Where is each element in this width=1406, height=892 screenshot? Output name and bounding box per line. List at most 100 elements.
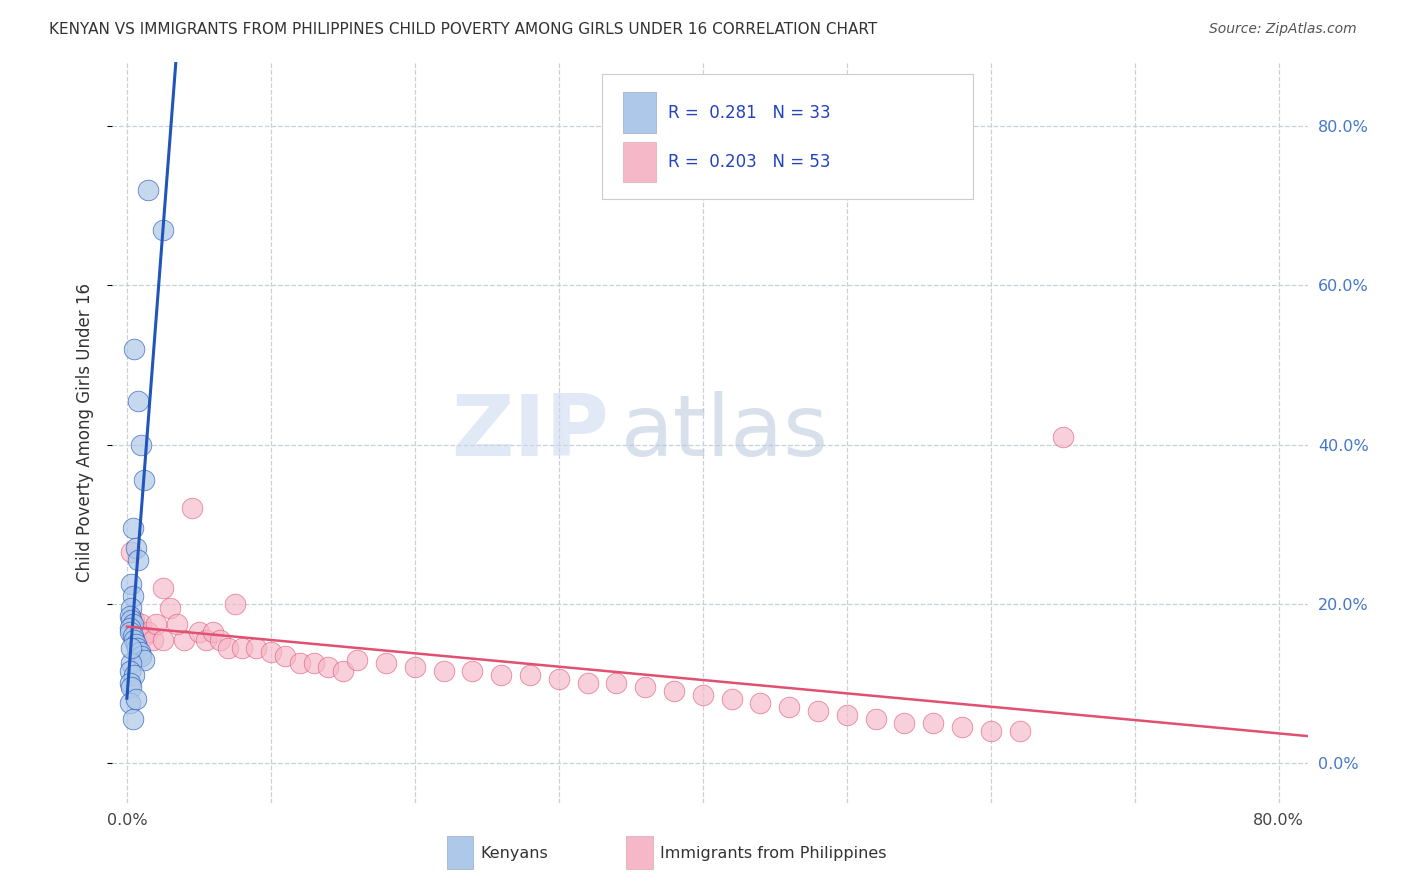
Point xyxy=(217,640,239,655)
Point xyxy=(173,632,195,647)
Text: Immigrants from Philippines: Immigrants from Philippines xyxy=(659,846,886,861)
FancyBboxPatch shape xyxy=(623,142,657,182)
Point xyxy=(302,657,325,671)
Point xyxy=(121,589,143,603)
Point xyxy=(142,632,165,647)
Point xyxy=(231,640,253,655)
Point xyxy=(121,712,143,726)
Point xyxy=(778,700,800,714)
Text: Source: ZipAtlas.com: Source: ZipAtlas.com xyxy=(1209,22,1357,37)
Point xyxy=(332,665,354,679)
Point xyxy=(245,640,267,655)
Point xyxy=(122,632,145,647)
Point xyxy=(634,681,657,695)
FancyBboxPatch shape xyxy=(627,836,652,870)
Point xyxy=(118,608,141,623)
Point xyxy=(662,684,685,698)
Point xyxy=(121,629,143,643)
Point xyxy=(576,676,599,690)
Point xyxy=(152,581,174,595)
Point xyxy=(404,660,426,674)
Point xyxy=(121,616,143,631)
Text: R =  0.203   N = 53: R = 0.203 N = 53 xyxy=(668,153,831,171)
Point xyxy=(128,644,150,658)
Point xyxy=(129,616,152,631)
Text: ZIP: ZIP xyxy=(451,391,609,475)
Point xyxy=(121,521,143,535)
Point xyxy=(122,668,145,682)
Text: atlas: atlas xyxy=(620,391,828,475)
Point xyxy=(120,657,142,671)
Point xyxy=(129,648,152,663)
Point xyxy=(120,545,142,559)
Text: Kenyans: Kenyans xyxy=(481,846,548,861)
Y-axis label: Child Poverty Among Girls Under 16: Child Poverty Among Girls Under 16 xyxy=(76,283,94,582)
Point xyxy=(749,696,772,710)
Point xyxy=(865,712,887,726)
Point xyxy=(346,652,368,666)
Point xyxy=(1008,724,1031,739)
Point xyxy=(127,393,149,408)
Point xyxy=(138,624,160,639)
Point xyxy=(209,632,232,647)
Point xyxy=(318,660,340,674)
Point xyxy=(375,657,398,671)
Point xyxy=(195,632,218,647)
Point xyxy=(120,640,142,655)
Point xyxy=(118,621,141,635)
Text: R =  0.281   N = 33: R = 0.281 N = 33 xyxy=(668,103,831,122)
Point xyxy=(720,692,742,706)
Point xyxy=(134,629,156,643)
Point xyxy=(519,668,541,682)
Point xyxy=(187,624,209,639)
Point xyxy=(145,616,167,631)
Point xyxy=(118,624,141,639)
Point xyxy=(124,637,146,651)
Point xyxy=(893,716,915,731)
Point xyxy=(491,668,513,682)
Point xyxy=(807,704,830,718)
Text: KENYAN VS IMMIGRANTS FROM PHILIPPINES CHILD POVERTY AMONG GIRLS UNDER 16 CORRELA: KENYAN VS IMMIGRANTS FROM PHILIPPINES CH… xyxy=(49,22,877,37)
Point xyxy=(124,692,146,706)
Point xyxy=(224,597,246,611)
Point xyxy=(433,665,456,679)
Point xyxy=(692,689,714,703)
Point xyxy=(922,716,945,731)
FancyBboxPatch shape xyxy=(623,92,657,133)
Point xyxy=(288,657,311,671)
Point xyxy=(118,665,141,679)
Point xyxy=(1052,429,1074,443)
Point xyxy=(152,632,174,647)
Point xyxy=(605,676,627,690)
Point xyxy=(118,696,141,710)
Point xyxy=(835,708,858,723)
Point xyxy=(547,673,569,687)
Point xyxy=(120,681,142,695)
Point xyxy=(120,577,142,591)
Point xyxy=(980,724,1002,739)
Point xyxy=(127,624,149,639)
Point xyxy=(159,600,181,615)
FancyBboxPatch shape xyxy=(447,836,474,870)
Point xyxy=(127,553,149,567)
Point xyxy=(120,613,142,627)
Point xyxy=(122,613,145,627)
Point xyxy=(274,648,297,663)
Point xyxy=(134,652,156,666)
Point xyxy=(138,183,160,197)
Point xyxy=(122,342,145,356)
Point xyxy=(124,541,146,555)
Point xyxy=(118,676,141,690)
Point xyxy=(152,222,174,236)
Point xyxy=(125,640,148,655)
FancyBboxPatch shape xyxy=(603,73,973,200)
Point xyxy=(260,644,283,658)
Point xyxy=(129,437,152,451)
Point xyxy=(120,600,142,615)
Point xyxy=(180,501,202,516)
Point xyxy=(202,624,225,639)
Point xyxy=(166,616,188,631)
Point xyxy=(950,720,973,734)
Point xyxy=(134,474,156,488)
Point xyxy=(461,665,484,679)
